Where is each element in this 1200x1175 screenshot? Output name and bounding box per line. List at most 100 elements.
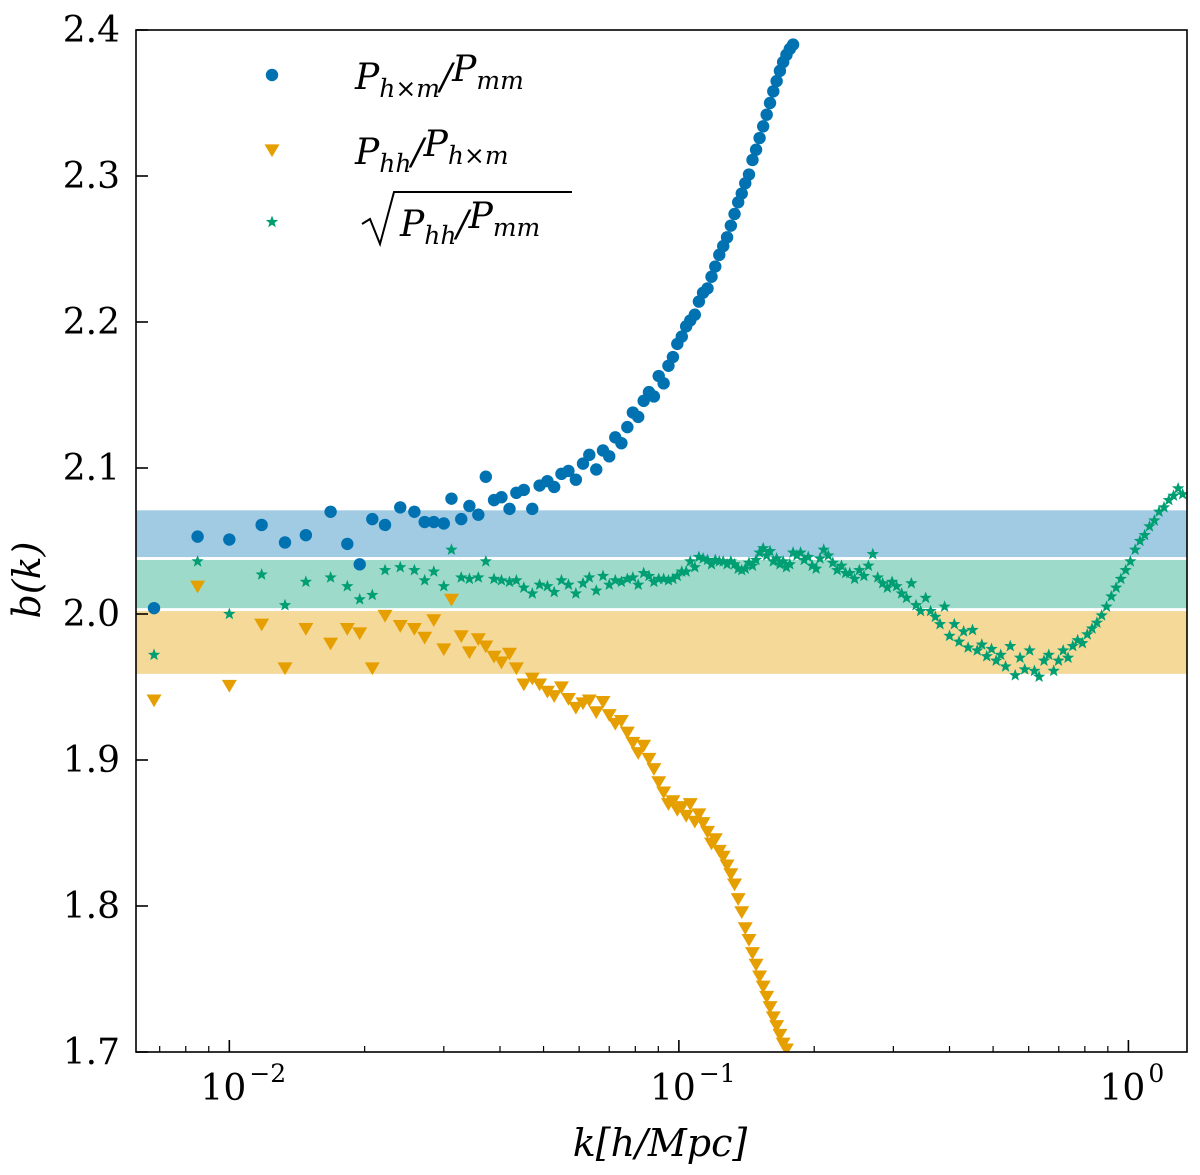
data-point [1162, 493, 1176, 506]
data-point [909, 598, 923, 611]
data-point [221, 679, 237, 693]
data-point [1052, 654, 1065, 666]
data-point [696, 552, 710, 564]
data-point [642, 569, 656, 582]
data-point [924, 604, 937, 617]
data-point [999, 660, 1012, 672]
data-point [767, 85, 780, 98]
data-point [1152, 505, 1166, 518]
data-point [353, 592, 366, 605]
data-point [769, 1020, 785, 1033]
legend-label: Ph×m/Pmm [354, 49, 524, 103]
data-point [933, 617, 947, 630]
data-point [684, 554, 697, 567]
data-point [487, 572, 501, 585]
data-point [666, 572, 680, 585]
y-tick-label: 1.9 [63, 740, 120, 781]
data-point [426, 614, 442, 627]
data-point [394, 501, 407, 514]
data-point [1085, 622, 1099, 634]
data-point [966, 623, 979, 636]
data-point [1167, 489, 1180, 501]
data-point [900, 591, 913, 604]
data-point [445, 543, 458, 556]
data-point [418, 515, 431, 529]
data-point [590, 584, 603, 596]
data-point [541, 579, 554, 592]
data-point [568, 701, 584, 715]
data-point [1013, 651, 1027, 664]
data-point [278, 598, 292, 611]
data-point [728, 207, 741, 221]
legend-sqrt-sign [361, 191, 572, 248]
legend-subscript: hh [424, 221, 456, 250]
data-point [621, 420, 634, 434]
data-point [1066, 639, 1079, 652]
data-point [794, 546, 807, 558]
y-tick-label: 1.8 [63, 886, 120, 927]
data-point [806, 559, 819, 572]
data-point [657, 572, 670, 585]
data-point [790, 549, 804, 561]
data-point [701, 553, 714, 566]
data-point [734, 906, 750, 919]
data-point [656, 786, 672, 800]
data-point [539, 685, 555, 699]
data-point [427, 515, 440, 529]
data-point [641, 752, 657, 766]
legend-text-part: / [437, 57, 456, 98]
band-0 [136, 510, 1187, 558]
data-point [730, 893, 746, 906]
data-point [763, 544, 777, 557]
data-point [341, 579, 354, 592]
data-point [776, 554, 790, 567]
data-point [455, 571, 468, 583]
data-point [479, 554, 492, 567]
x-tick-label: 10 [200, 1068, 246, 1109]
legend-subscript: h×m [379, 74, 440, 103]
data-point [719, 859, 735, 873]
data-point [455, 512, 468, 526]
data-point [339, 622, 355, 636]
data-point [749, 143, 763, 156]
x-axis: 10 −2 10 −1 10 0 [159, 1040, 1164, 1109]
data-point [147, 648, 161, 661]
data-point [770, 74, 783, 88]
data-point [753, 131, 766, 145]
data-point [786, 546, 800, 558]
data-point [809, 562, 823, 574]
legend-label: Phh/Ph×m [354, 124, 509, 178]
data-point [674, 801, 690, 814]
y-tick-label: 2.3 [63, 156, 120, 197]
legend-marker [265, 68, 279, 82]
data-point [517, 581, 531, 593]
data-point [717, 554, 730, 567]
legend-text-part: P [399, 204, 425, 245]
data-point [705, 270, 718, 283]
data-point [1037, 654, 1051, 666]
data-point [1071, 633, 1084, 646]
data-point [752, 970, 768, 984]
data-point [632, 578, 645, 591]
data-point [547, 480, 561, 494]
data-point [278, 536, 292, 549]
series-1 [146, 580, 794, 1052]
data-point [1042, 648, 1055, 661]
data-point [569, 587, 583, 599]
data-point [848, 572, 861, 585]
data-point [533, 578, 546, 591]
data-point [1004, 639, 1017, 652]
data-point [366, 588, 379, 601]
data-point [739, 562, 752, 574]
data-point [746, 559, 759, 572]
data-point [763, 96, 777, 110]
data-point [406, 622, 422, 636]
data-point [971, 644, 984, 656]
data-point [479, 470, 493, 483]
data-point [957, 625, 970, 637]
data-point [1138, 528, 1151, 541]
data-point [636, 739, 652, 753]
data-point [1133, 534, 1147, 547]
